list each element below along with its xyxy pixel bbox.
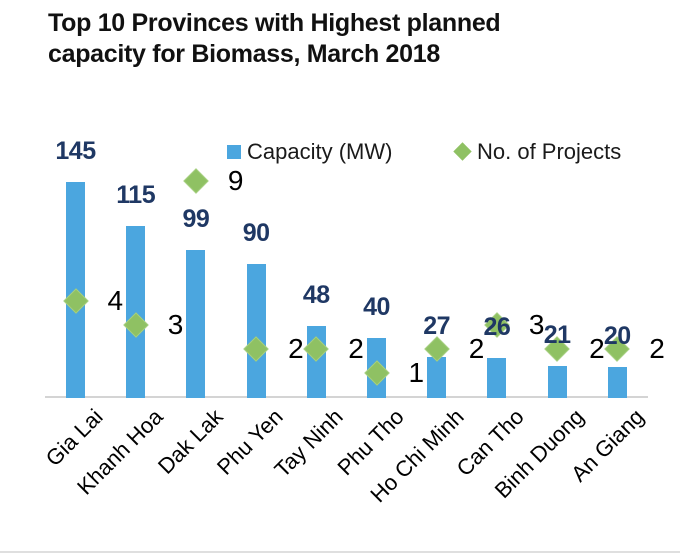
projects-value-label-dak-lak: 9 — [227, 165, 244, 196]
chart-title: Top 10 Provinces with Highest planned ca… — [48, 8, 501, 70]
legend-projects-label: No. of Projects — [477, 138, 622, 164]
bar-dak-lak — [186, 250, 206, 398]
legend-capacity-label: Capacity (MW) — [247, 138, 393, 164]
capacity-value-label-khanh-hoa: 115 — [116, 181, 156, 210]
capacity-swatch-icon — [227, 144, 241, 159]
capacity-value-label-gia-lai: 145 — [55, 136, 96, 165]
capacity-value-label-ho-chi-minh: 27 — [423, 311, 451, 340]
chart-title-line-1: Top 10 Provinces with Highest planned — [48, 9, 501, 37]
bar-binh-duong — [547, 365, 567, 398]
bar-an-giang — [607, 367, 627, 398]
projects-value-label-phu-yen: 2 — [288, 333, 304, 364]
projects-value-label-binh-duong: 2 — [589, 333, 605, 364]
projects-diamond-icon-dak-lak — [183, 168, 209, 194]
projects-value-label-ho-chi-minh: 2 — [468, 333, 485, 364]
projects-value-label-gia-lai: 4 — [107, 285, 124, 316]
projects-value-label-khanh-hoa: 3 — [167, 309, 184, 340]
capacity-value-label-can-tho: 26 — [483, 313, 511, 342]
capacity-value-label-an-giang: 20 — [603, 322, 631, 351]
projects-value-label-tay-ninh: 2 — [348, 333, 364, 364]
legend-item-capacity: Capacity (MW) — [227, 138, 392, 165]
capacity-value-label-tay-ninh: 48 — [302, 280, 330, 309]
bar-phu-yen — [246, 263, 266, 398]
projects-value-label-phu-tho: 1 — [408, 357, 425, 388]
x-axis-line — [45, 396, 648, 398]
capacity-value-label-phu-tho: 40 — [363, 292, 390, 321]
bar-can-tho — [487, 358, 507, 398]
bar-ho-chi-minh — [427, 356, 447, 398]
capacity-value-label-binh-duong: 21 — [543, 320, 571, 349]
bottom-border-line — [0, 551, 680, 553]
legend-item-projects: No. of Projects — [453, 138, 622, 165]
projects-value-label-an-giang: 2 — [649, 333, 665, 364]
capacity-value-label-phu-yen: 90 — [242, 218, 270, 247]
projects-value-label-can-tho: 3 — [528, 309, 545, 340]
chart-title-line-2: capacity for Biomass, March 2018 — [48, 40, 440, 68]
bar-khanh-hoa — [126, 226, 146, 398]
capacity-value-label-dak-lak: 99 — [182, 205, 210, 234]
